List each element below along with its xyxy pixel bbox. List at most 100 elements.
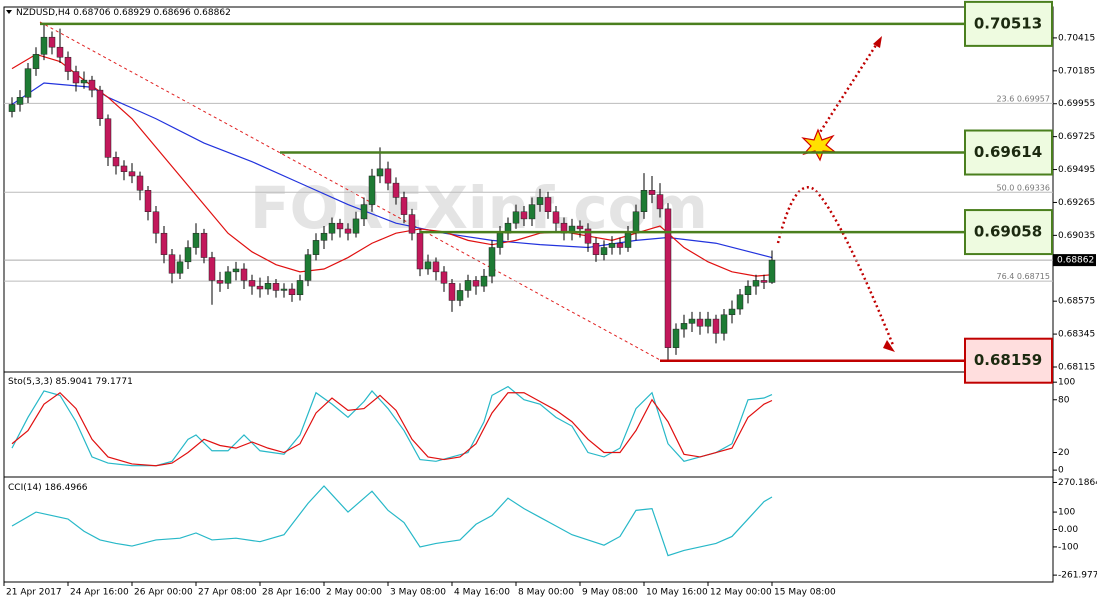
stoch-k: 85.9041 <box>56 377 93 387</box>
fib-ratio: 50.0 <box>997 183 1015 192</box>
candle-body <box>304 254 312 281</box>
candle-body <box>192 232 200 248</box>
open: 0.68706 <box>73 8 110 18</box>
level-label: 0.69058 <box>974 223 1042 241</box>
candle-body <box>112 157 120 167</box>
trend-line <box>39 21 663 362</box>
fib-label: 23.6 0.69957 <box>997 94 1050 103</box>
price-header: NZDUSD,H4 0.68706 0.68929 0.68696 0.6886… <box>16 8 231 18</box>
candle-body <box>368 175 376 205</box>
symbol: NZDUSD,H4 <box>16 8 71 18</box>
breakout-star <box>801 128 837 162</box>
candle-body <box>632 211 640 234</box>
candle-body <box>608 242 616 248</box>
candle-body <box>400 197 408 215</box>
chart-frame <box>3 6 1054 583</box>
candle-body <box>8 104 16 112</box>
candle-body <box>712 318 720 334</box>
candle-body <box>592 242 600 255</box>
candle-body <box>320 232 328 241</box>
candle-body <box>328 222 336 234</box>
y-tick-label: 0.69265 <box>1058 198 1095 208</box>
y-tick-label: 0 <box>1058 466 1064 476</box>
y-tick-label: 0.69725 <box>1058 132 1095 142</box>
arrow-head <box>883 340 895 352</box>
x-tick-label: 15 May 08:00 <box>774 588 836 598</box>
candle-body <box>672 328 680 348</box>
candle-body <box>224 271 232 284</box>
level-label: 0.69614 <box>974 143 1042 161</box>
candle-body <box>360 204 368 220</box>
candle-body <box>256 285 264 290</box>
y-tick-label: 0.69035 <box>1058 231 1095 241</box>
candle-body <box>232 268 240 273</box>
low: 0.68696 <box>153 8 190 18</box>
candle-body <box>64 56 72 72</box>
candle-body <box>160 232 168 255</box>
candle-body <box>176 261 184 274</box>
candle-body <box>80 79 88 84</box>
y-tick-label: -100 <box>1058 542 1079 552</box>
y-tick-label: 0.00 <box>1058 525 1078 535</box>
candle-body <box>384 168 392 184</box>
candle-body <box>272 283 280 291</box>
candle-body <box>352 218 360 234</box>
x-tick-label: 10 May 16:00 <box>646 588 708 598</box>
y-tick-label: 20 <box>1058 448 1070 458</box>
fib-ratio: 23.6 <box>997 94 1015 103</box>
candle-body <box>472 280 480 287</box>
candle-body <box>528 204 536 220</box>
candle-body <box>216 280 224 284</box>
candle-body <box>184 247 192 263</box>
candle-body <box>104 118 112 158</box>
candle-body <box>520 211 528 220</box>
candle-body <box>144 190 152 213</box>
candle-body <box>640 190 648 213</box>
stoch-header: Sto(5,3,3) 85.9041 79.1771 <box>8 377 133 387</box>
arrow-head <box>873 36 882 48</box>
moving-average <box>11 53 773 277</box>
x-tick-label: 28 Apr 16:00 <box>262 588 321 598</box>
candle-body <box>576 225 584 230</box>
candle-body <box>680 323 688 330</box>
candle-body <box>280 288 288 291</box>
x-tick-label: 3 May 08:00 <box>390 588 446 598</box>
candle-body <box>736 294 744 310</box>
level-box <box>964 337 1053 384</box>
y-tick-label: 270.1864 <box>1058 478 1097 488</box>
y-tick-label: 100 <box>1058 508 1075 518</box>
cci-title: CCI(14) <box>8 483 42 493</box>
y-tick-label: 0.68115 <box>1058 362 1095 372</box>
candle-body <box>600 247 608 255</box>
candle-body <box>440 271 448 284</box>
y-tick-label: 0.68575 <box>1058 297 1095 307</box>
high: 0.68929 <box>113 8 150 18</box>
candle-body <box>768 259 776 283</box>
candle-body <box>704 318 712 327</box>
candle-body <box>496 232 504 248</box>
candle-body <box>168 254 176 274</box>
candle-body <box>752 280 760 287</box>
cci-value: 186.4966 <box>45 483 88 493</box>
candle-body <box>48 36 56 48</box>
candle-body <box>152 211 160 234</box>
x-tick-label: 27 Apr 08:00 <box>198 588 257 598</box>
level-box <box>964 129 1053 176</box>
x-tick-label: 12 May 00:00 <box>710 588 772 598</box>
candle-body <box>584 228 592 244</box>
candle-body <box>240 268 248 281</box>
candle-body <box>40 36 48 55</box>
x-tick-label: 21 Apr 2017 <box>6 588 62 598</box>
candle-body <box>88 79 96 91</box>
watermark: FOREXinf.com <box>250 174 708 242</box>
candle-body <box>288 288 296 295</box>
candle-body <box>648 190 656 195</box>
candle-body <box>56 46 64 58</box>
y-tick-label: 80 <box>1058 395 1070 405</box>
candle-body <box>16 97 24 105</box>
candle-body <box>512 211 520 224</box>
y-tick-label: -261.9776 <box>1058 571 1097 581</box>
close: 0.68862 <box>194 8 231 18</box>
candle-body <box>208 257 216 281</box>
candle-body <box>128 171 136 177</box>
